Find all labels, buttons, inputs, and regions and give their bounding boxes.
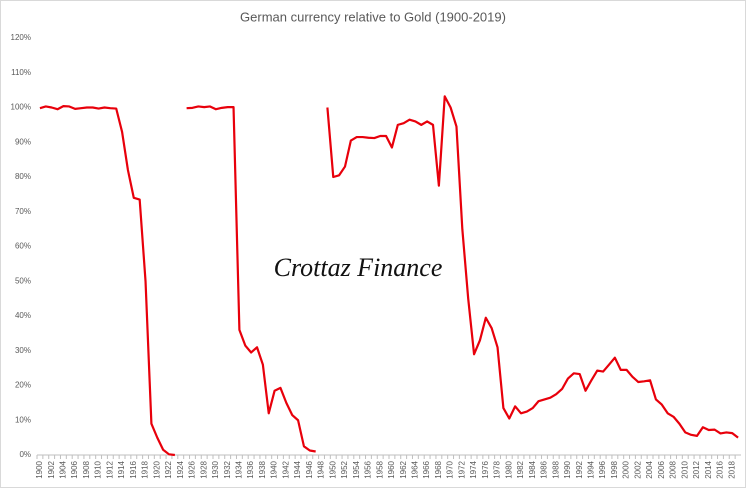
x-tick-label: 1962 — [399, 460, 408, 478]
x-tick-label: 1922 — [164, 460, 173, 478]
x-tick-label: 1912 — [105, 460, 114, 478]
x-tick-label: 1928 — [199, 460, 208, 478]
x-tick-label: 1976 — [481, 460, 490, 478]
x-tick-label: 1974 — [469, 460, 478, 478]
x-tick-label: 1900 — [35, 460, 44, 478]
x-tick-label: 2000 — [622, 460, 631, 478]
x-tick-label: 1956 — [364, 460, 373, 478]
x-tick-label: 1946 — [305, 460, 314, 478]
x-tick-label: 2004 — [645, 460, 654, 478]
x-tick-label: 1960 — [387, 460, 396, 478]
x-tick-label: 1992 — [575, 460, 584, 478]
x-tick-label: 1920 — [152, 460, 161, 478]
x-tick-label: 1906 — [70, 460, 79, 478]
x-tick-label: 1996 — [598, 460, 607, 478]
x-tick-label: 1952 — [340, 460, 349, 478]
y-tick-label: 10% — [15, 415, 31, 424]
x-tick-label: 2012 — [692, 460, 701, 478]
x-tick-label: 1988 — [551, 460, 560, 478]
x-tick-label: 1940 — [270, 460, 279, 478]
x-tick-label: 1984 — [528, 460, 537, 478]
x-tick-label: 1936 — [246, 460, 255, 478]
x-tick-label: 1970 — [446, 460, 455, 478]
chart-title: German currency relative to Gold (1900-2… — [240, 9, 506, 24]
x-tick-label: 1986 — [540, 460, 549, 478]
x-tick-label: 1980 — [504, 460, 513, 478]
x-tick-label: 1968 — [434, 460, 443, 478]
x-tick-label: 1950 — [328, 460, 337, 478]
x-tick-label: 1958 — [375, 460, 384, 478]
x-tick-label: 1902 — [47, 460, 56, 478]
y-tick-label: 90% — [15, 137, 31, 146]
y-tick-label: 80% — [15, 172, 31, 181]
x-tick-label: 1924 — [176, 460, 185, 478]
x-tick-label: 1954 — [352, 460, 361, 478]
x-tick-label: 1934 — [235, 460, 244, 478]
x-tick-label: 1982 — [516, 460, 525, 478]
data-line — [39, 95, 739, 457]
x-tick-label: 2008 — [669, 460, 678, 478]
x-tick-label: 1904 — [59, 460, 68, 478]
x-tick-label: 1908 — [82, 460, 91, 478]
y-tick-label: 40% — [15, 311, 31, 320]
x-tick-label: 1938 — [258, 460, 267, 478]
x-tick-label: 1932 — [223, 460, 232, 478]
x-tick-label: 1910 — [94, 460, 103, 478]
y-tick-label: 110% — [11, 68, 31, 77]
y-tick-label: 20% — [15, 381, 31, 390]
y-tick-label: 30% — [15, 346, 31, 355]
y-tick-label: 70% — [15, 207, 31, 216]
y-tick-label: 50% — [15, 276, 31, 285]
x-tick-label: 1978 — [493, 460, 502, 478]
x-tick-label: 2010 — [680, 460, 689, 478]
x-tick-label: 1944 — [293, 460, 302, 478]
x-tick-label: 1994 — [587, 460, 596, 478]
y-tick-label: 120% — [11, 33, 31, 42]
x-tick-label: 1930 — [211, 460, 220, 478]
y-tick-label: 60% — [15, 242, 31, 251]
x-tick-label: 1948 — [317, 460, 326, 478]
x-tick-label: 1964 — [411, 460, 420, 478]
x-tick-label: 1942 — [281, 460, 290, 478]
x-tick-label: 1966 — [422, 460, 431, 478]
watermark: Crottaz Finance — [274, 253, 443, 282]
y-tick-label: 100% — [11, 103, 31, 112]
x-tick-label: 1916 — [129, 460, 138, 478]
x-tick-label: 1990 — [563, 460, 572, 478]
y-tick-label: 0% — [19, 450, 31, 459]
x-tick-label: 2006 — [657, 460, 666, 478]
x-tick-label: 2016 — [716, 460, 725, 478]
x-tick-label: 1998 — [610, 460, 619, 478]
x-tick-label: 2018 — [727, 460, 736, 478]
x-tick-label: 1914 — [117, 460, 126, 478]
x-tick-label: 2002 — [633, 460, 642, 478]
x-tick-label: 2014 — [704, 460, 713, 478]
x-tick-label: 1926 — [188, 460, 197, 478]
x-tick-label: 1918 — [141, 460, 150, 478]
x-tick-label: 1972 — [457, 460, 466, 478]
